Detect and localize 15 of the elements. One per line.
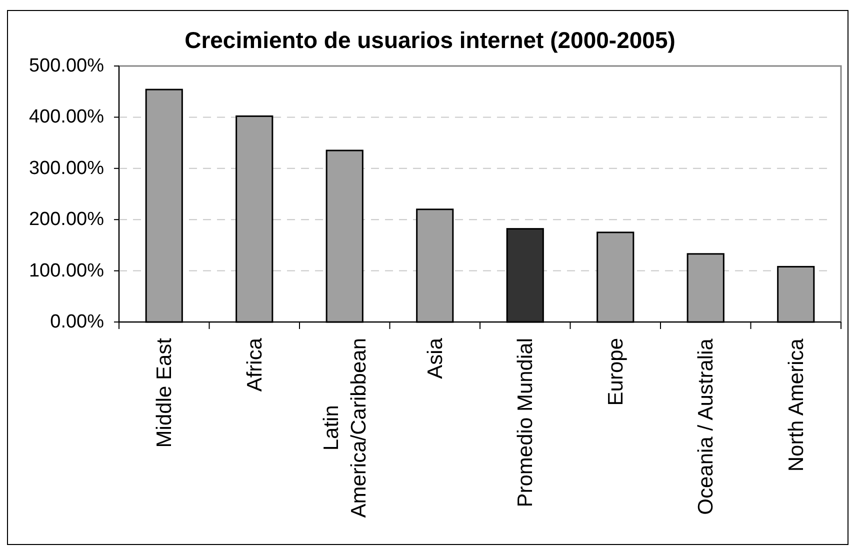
x-tick-label: Africa [242,338,266,392]
x-tick-label: Promedio Mundial [514,338,537,508]
chart-title: Crecimiento de usuarios internet (2000-2005) [184,27,676,53]
y-tick-label: 100.00% [28,260,104,282]
y-tick-label: 0.00% [50,312,104,332]
x-tick-label: Europe [604,338,627,406]
x-tick-label: North America [784,338,808,472]
x-tick-label: Latin America/Caribbean [319,338,370,518]
y-tick-label: 300.00% [28,158,104,179]
x-tick-label: Asia [423,338,446,379]
y-tick-label: 400.00% [28,106,104,128]
x-tick-label: Oceania / Australia [694,338,718,515]
y-tick-label: 200.00% [28,209,104,230]
x-tick-label: Middle East [152,338,176,448]
y-tick-label: 500.00% [28,56,104,76]
